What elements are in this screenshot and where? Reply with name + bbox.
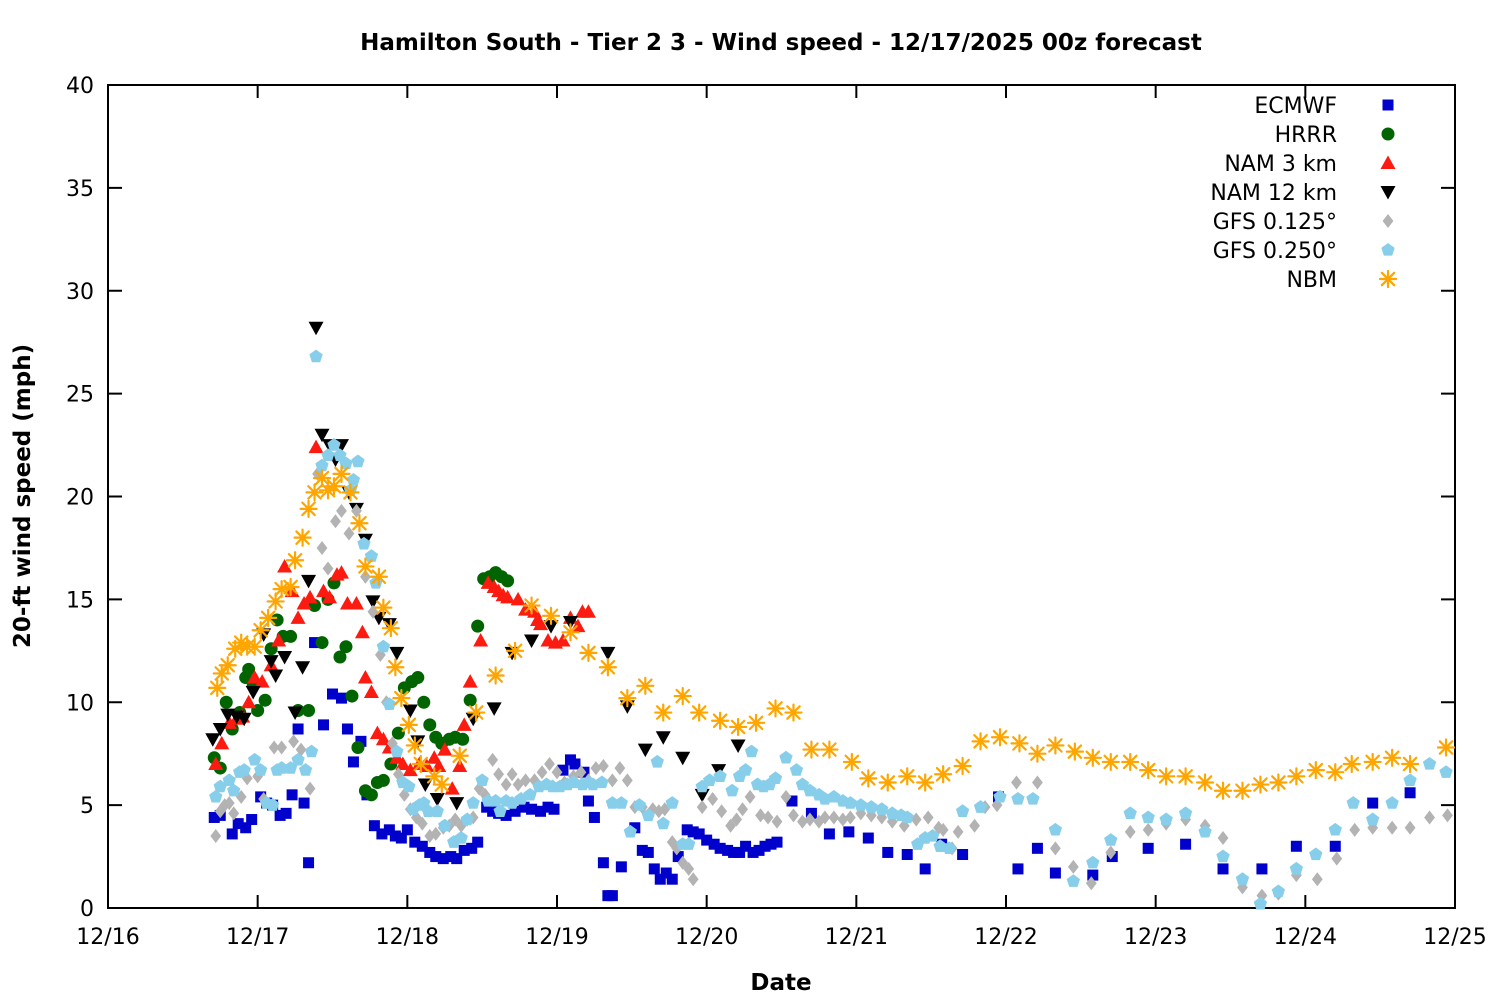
x-tick-label: 12/17 — [226, 925, 289, 950]
legend-marker-circle-icon — [1381, 127, 1395, 141]
legend-label: ECMWF — [1254, 94, 1337, 119]
legend-item-nam-12-km: NAM 12 km — [1210, 181, 1396, 206]
legend: ECMWF HRRR NAM 3 km NAM 12 km GFS 0.125° GFS … — [1210, 94, 1398, 293]
legend-item-nam-3-km: NAM 3 km — [1224, 152, 1396, 177]
legend-item-nbm: NBM — [1286, 268, 1398, 293]
x-tick-label: 12/22 — [974, 925, 1037, 950]
x-tick-label: 12/25 — [1423, 925, 1486, 950]
y-tick-label: 20 — [66, 486, 94, 511]
y-tick-label: 40 — [66, 74, 94, 99]
legend-label: GFS 0.250° — [1213, 239, 1337, 264]
series-gfs-0-250 — [209, 349, 1453, 910]
legend-label: NBM — [1286, 268, 1337, 293]
plot-area: 12/16 12/17 12/18 12/19 12/20 12/21 12/22 12/23… — [66, 74, 1487, 950]
x-tick-label: 12/20 — [675, 925, 738, 950]
y-tick-label: 5 — [80, 794, 94, 819]
legend-item-ecmwf: ECMWF — [1254, 94, 1394, 119]
legend-marker-square-icon — [1382, 99, 1394, 111]
x-tick-label: 12/18 — [376, 925, 439, 950]
y-tick-label: 35 — [66, 177, 94, 202]
legend-item-hrrr: HRRR — [1275, 123, 1395, 148]
legend-item-gfs-0-125: GFS 0.125° — [1213, 210, 1394, 235]
legend-item-gfs-0-250: GFS 0.250° — [1213, 239, 1395, 264]
x-tick-label: 12/24 — [1274, 925, 1337, 950]
y-tick-label: 30 — [66, 280, 94, 305]
y-tick-label: 0 — [80, 897, 94, 922]
legend-marker-triangle-down-icon — [1380, 186, 1396, 200]
series-nbm — [208, 464, 1456, 800]
series-ecmwf — [208, 637, 1416, 902]
y-tick-label: 15 — [66, 588, 94, 613]
x-tick-label: 12/19 — [525, 925, 588, 950]
x-axis: 12/16 12/17 12/18 12/19 12/20 12/21 12/22 12/23… — [76, 85, 1487, 950]
legend-label: NAM 3 km — [1224, 152, 1337, 177]
x-axis-label: Date — [750, 970, 811, 996]
x-tick-label: 12/21 — [825, 925, 888, 950]
y-tick-label: 25 — [66, 383, 94, 408]
y-axis: 0 5 10 15 20 25 30 35 40 — [66, 74, 1455, 922]
chart-title: Hamilton South - Tier 2 3 - Wind speed -… — [360, 30, 1202, 56]
legend-label: NAM 12 km — [1210, 181, 1337, 206]
y-axis-label: 20-ft wind speed (mph) — [10, 344, 36, 648]
series-nam-3-km — [208, 439, 596, 795]
y-tick-label: 10 — [66, 691, 94, 716]
legend-marker-diamond-icon — [1382, 214, 1394, 228]
legend-marker-asterisk-icon — [1378, 269, 1398, 289]
x-tick-label: 12/16 — [76, 925, 139, 950]
legend-marker-pentagon-icon — [1381, 243, 1395, 256]
legend-marker-triangle-up-icon — [1380, 155, 1396, 169]
x-tick-label: 12/23 — [1124, 925, 1187, 950]
legend-label: HRRR — [1275, 123, 1337, 148]
legend-label: GFS 0.125° — [1213, 210, 1337, 235]
